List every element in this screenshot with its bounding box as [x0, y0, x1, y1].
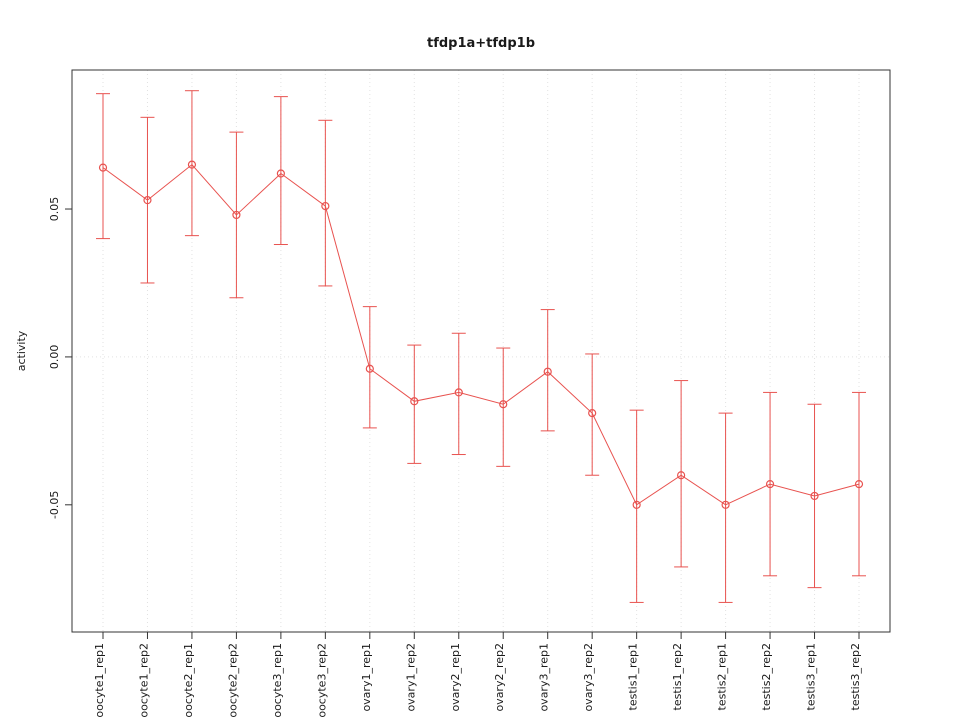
series-line — [102, 163, 860, 506]
data-point — [187, 160, 197, 169]
data-point — [632, 500, 641, 509]
data-point — [765, 480, 775, 489]
data-point — [588, 409, 597, 418]
data-point — [143, 196, 152, 205]
x-tick-label: oocyte2_rep1 — [182, 643, 195, 718]
data-point — [98, 163, 108, 172]
data-point — [543, 367, 552, 376]
x-tick-label: testis3_rep2 — [849, 643, 862, 710]
data-point — [721, 500, 730, 509]
x-tick-label: oocyte3_rep2 — [315, 643, 328, 718]
y-tick-label: 0.05 — [48, 197, 61, 222]
data-point — [499, 400, 508, 409]
data-point — [454, 388, 463, 397]
x-tick-label: testis1_rep2 — [671, 643, 684, 710]
data-point — [365, 364, 374, 373]
x-tick-label: ovary2_rep1 — [449, 643, 462, 712]
plot-area: -0.05 0.00 0.05 oocyte1_rep1 oocyte1_rep2 ooc… — [48, 69, 891, 718]
x-tick-label: ovary1_rep2 — [404, 643, 417, 712]
x-tick-label: oocyte2_rep2 — [226, 643, 239, 718]
x-tick-label: testis2_rep2 — [760, 643, 773, 710]
data-point — [232, 210, 241, 220]
plot-border — [71, 69, 891, 633]
data-point — [677, 471, 686, 480]
x-tick-label: testis1_rep1 — [627, 643, 640, 710]
x-tick-label: oocyte1_rep1 — [93, 643, 106, 718]
data-point — [410, 397, 419, 406]
y-tick-label: 0.00 — [48, 345, 61, 370]
y-tick-label: -0.05 — [48, 491, 61, 519]
chart-title: tfdp1a+tfdp1b — [427, 36, 535, 51]
y-axis-label: activity — [15, 330, 28, 371]
x-tick-label: testis3_rep1 — [805, 643, 818, 710]
data-point — [321, 201, 330, 211]
x-tick-label: ovary2_rep2 — [493, 643, 506, 712]
x-tick-label: oocyte1_rep2 — [137, 643, 150, 718]
x-tick-label: ovary3_rep2 — [582, 643, 595, 712]
x-tick-label: oocyte3_rep1 — [271, 643, 284, 718]
data-point — [810, 491, 819, 501]
x-tick-label: ovary3_rep1 — [538, 643, 551, 712]
x-tick-label: ovary1_rep1 — [360, 643, 373, 712]
data-point — [276, 169, 285, 178]
data-point — [854, 480, 864, 489]
x-tick-label: testis2_rep1 — [716, 643, 729, 710]
